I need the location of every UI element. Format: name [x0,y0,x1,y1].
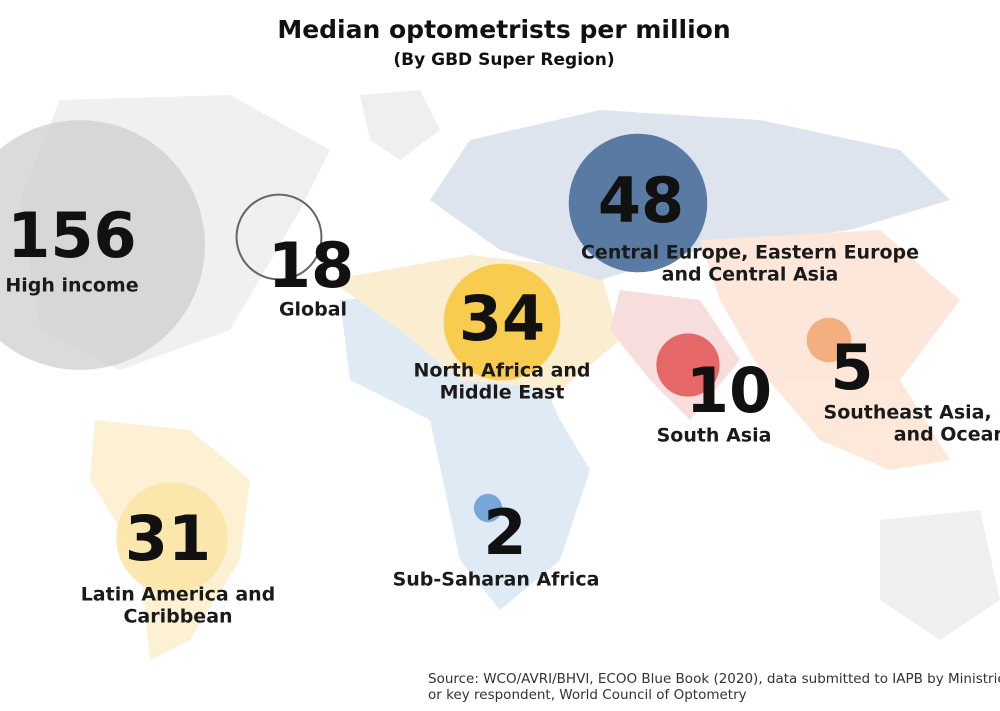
value-label: 10 [686,354,772,427]
value-label: 156 [7,199,136,272]
source-line: Source: WCO/AVRI/BHVI, ECOO Blue Book (2… [428,671,1000,687]
bubble [443,263,561,381]
region-label: Sub-Saharan Africa [393,569,600,591]
bubble [568,133,708,273]
region-label: and Central Asia [662,264,839,286]
value-label: 31 [125,502,211,575]
region-label: North Africa and [413,360,590,382]
subtitle: (By GBD Super Region) [393,50,614,70]
source-line: or key respondent, World Council of Opto… [428,687,747,703]
bubble [116,482,228,594]
region-label: South Asia [657,425,772,447]
title: Median optometrists per million [277,15,730,44]
region-label: Central Europe, Eastern Europe [581,242,919,264]
value-label: 18 [268,229,354,302]
region-label: Latin America and [81,584,276,606]
bubble [473,493,503,523]
value-label: 34 [459,282,545,355]
region-label: Middle East [440,382,565,404]
value-label: 5 [830,331,873,404]
value-label: 2 [483,496,526,569]
region-label: Southeast Asia, East Asia [824,402,1000,424]
bubble [235,193,323,281]
value-label: 48 [598,164,684,237]
bubble [656,333,720,397]
region-label: Global [279,299,347,321]
bubble [0,120,205,370]
region-label: High income [5,275,138,297]
bubble [806,317,852,363]
region-label: and Oceania [894,424,1000,446]
region-label: Caribbean [123,606,232,628]
